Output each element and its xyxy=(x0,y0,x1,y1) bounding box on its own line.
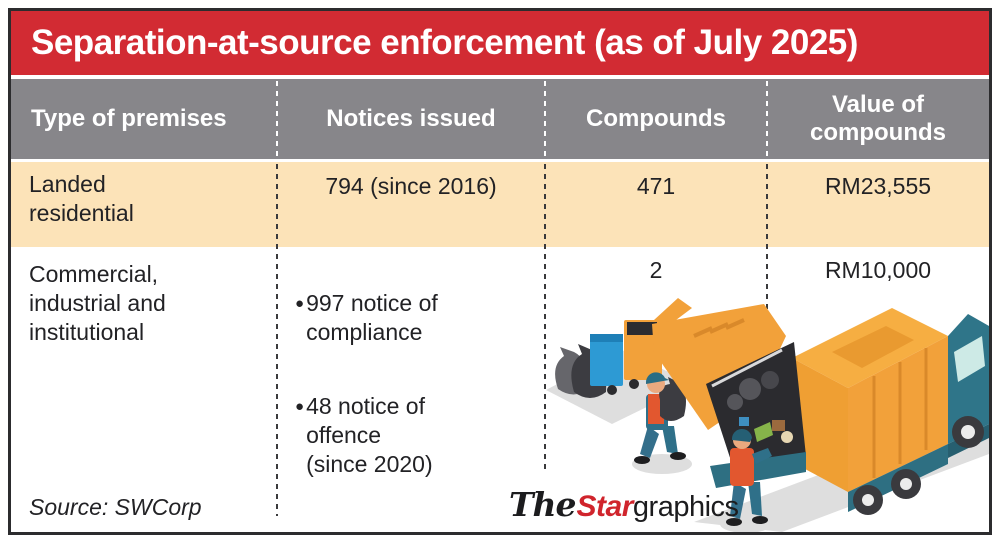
header-divider-2 xyxy=(544,81,546,157)
logo-graphics: graphics xyxy=(632,491,739,523)
notice-bullet-2: ● 48 notice of offence (since 2020) xyxy=(295,393,433,477)
cell-value-landed: RM23,555 xyxy=(824,173,932,199)
cell-premises-landed: Landed residential xyxy=(29,171,134,226)
cell-notices-landed: 794 (since 2016) xyxy=(325,173,497,199)
table-row xyxy=(11,162,989,247)
cell-value-commercial: RM10,000 xyxy=(824,257,932,283)
cell-notices-commercial: ● 997 notice of compliance ● 48 notice o… xyxy=(295,260,510,524)
body-divider-2 xyxy=(544,164,546,472)
table-header-row: Type of premises Notices issued Compound… xyxy=(11,79,989,159)
blue-bin-icon xyxy=(590,334,623,386)
bullet-icon: ● xyxy=(295,398,305,415)
header-divider-1 xyxy=(276,81,278,157)
page-title: Separation-at-source enforcement (as of … xyxy=(31,23,858,62)
truck-opening xyxy=(706,342,806,470)
cell-premises-commercial: Commercial, industrial and institutional xyxy=(29,261,166,345)
body-divider-1 xyxy=(276,164,278,516)
column-header-value: Value of compounds xyxy=(810,91,946,146)
star-graphics-logo: The Star graphics xyxy=(509,485,739,524)
body-divider-3 xyxy=(766,164,768,354)
logo-the: The xyxy=(509,485,577,524)
notice-bullet-1: ● 997 notice of compliance xyxy=(295,290,438,345)
source-credit: Source: SWCorp xyxy=(29,494,202,520)
column-header-notices: Notices issued xyxy=(326,105,496,132)
bullet-icon: ● xyxy=(295,295,305,312)
cell-compounds-commercial: 2 xyxy=(649,257,663,283)
cell-compounds-landed: 471 xyxy=(636,173,676,199)
cab-window xyxy=(954,336,985,382)
title-band: Separation-at-source enforcement (as of … xyxy=(11,11,989,75)
header-divider-3 xyxy=(766,81,768,157)
worker-carrying-bag xyxy=(634,372,686,464)
column-header-compounds: Compounds xyxy=(586,105,726,132)
worker-loading xyxy=(720,428,772,533)
column-header-premises: Type of premises xyxy=(31,105,227,132)
logo-star: Star xyxy=(576,490,634,523)
infographic-frame: Separation-at-source enforcement (as of … xyxy=(8,8,992,535)
garbage-truck-illustration xyxy=(544,294,989,533)
